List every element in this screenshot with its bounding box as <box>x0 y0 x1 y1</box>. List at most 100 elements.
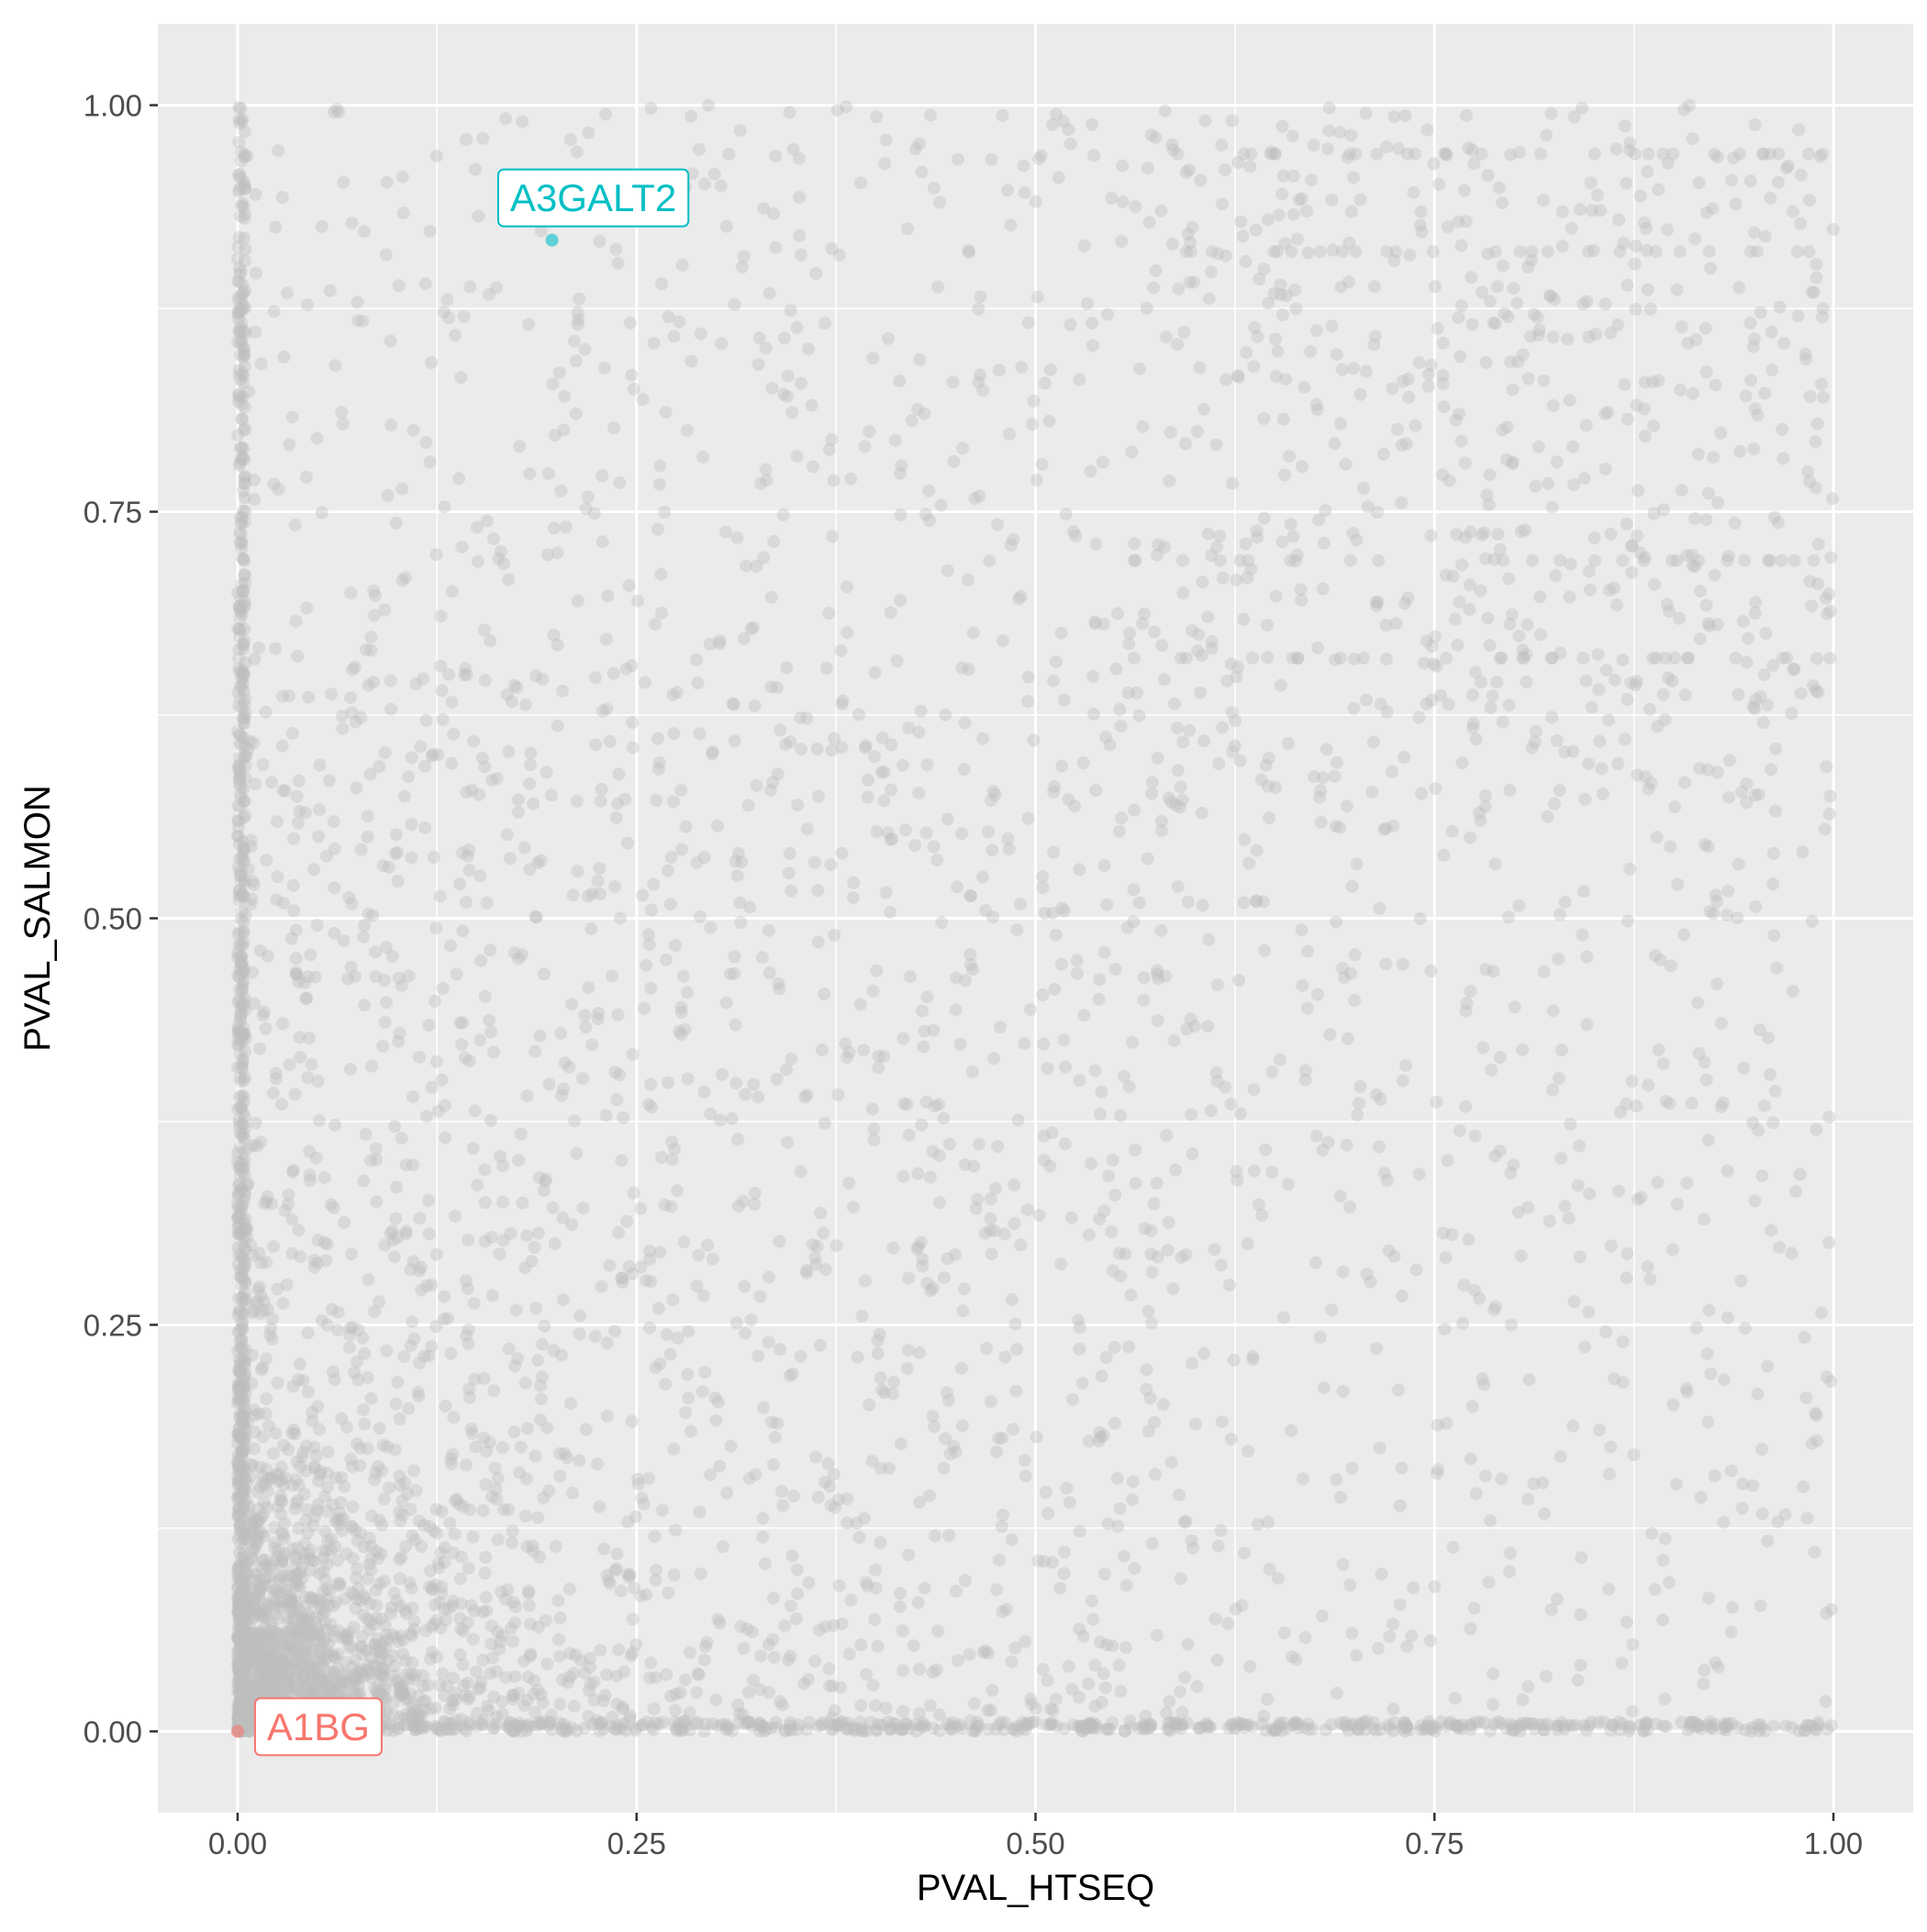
scatter-point <box>909 142 922 155</box>
scatter-point <box>1008 1178 1020 1191</box>
scatter-point <box>1397 958 1409 971</box>
scatter-point <box>364 768 377 781</box>
scatter-point <box>1146 1537 1159 1550</box>
scatter-point <box>955 827 968 840</box>
scatter-point <box>292 1373 305 1386</box>
scatter-point <box>1342 1033 1354 1045</box>
scatter-point <box>463 281 476 294</box>
scatter-point <box>1578 1341 1591 1354</box>
scatter-point <box>704 921 717 934</box>
scatter-point <box>287 879 300 892</box>
scatter-point <box>248 998 261 1011</box>
scatter-point <box>980 1342 993 1355</box>
scatter-point <box>1100 899 1113 911</box>
scatter-point <box>335 1496 348 1509</box>
scatter-point <box>1102 1169 1115 1182</box>
scatter-point <box>1189 1418 1202 1431</box>
scatter-point <box>301 298 314 311</box>
scatter-point <box>529 1045 541 1058</box>
scatter-point <box>696 1385 709 1398</box>
scatter-point <box>1053 171 1065 184</box>
scatter-point <box>787 1490 800 1502</box>
scatter-point <box>920 1096 933 1109</box>
scatter-point <box>1736 1502 1749 1514</box>
scatter-point <box>551 546 564 559</box>
scatter-point <box>1269 1724 1282 1737</box>
scatter-point <box>1626 1075 1639 1088</box>
scatter-point <box>1584 584 1597 597</box>
scatter-point <box>397 207 410 219</box>
scatter-point <box>351 1592 363 1605</box>
scatter-point <box>1017 160 1030 173</box>
scatter-point <box>462 1677 474 1690</box>
scatter-point <box>551 720 564 732</box>
scatter-point <box>924 1284 937 1297</box>
scatter-point <box>814 1339 827 1352</box>
scatter-point <box>731 1133 744 1145</box>
scatter-point <box>708 168 721 181</box>
scatter-point <box>823 1662 836 1675</box>
scatter-point <box>364 1154 377 1167</box>
scatter-point <box>1044 363 1057 376</box>
scatter-point <box>638 1002 651 1015</box>
scatter-point <box>993 1554 1006 1567</box>
scatter-point <box>1351 858 1364 871</box>
scatter-point <box>460 1458 473 1471</box>
scatter-point <box>784 106 796 119</box>
scatter-point <box>884 906 897 919</box>
scatter-point <box>1804 390 1817 403</box>
scatter-point <box>506 1536 518 1549</box>
scatter-point <box>1115 720 1128 732</box>
scatter-point <box>390 1181 403 1194</box>
scatter-point <box>353 1442 366 1455</box>
scatter-point <box>1065 1682 1078 1695</box>
scatter-point <box>231 1630 244 1643</box>
scatter-point <box>248 474 261 486</box>
scatter-point <box>239 1277 251 1290</box>
scatter-point <box>404 1577 417 1590</box>
scatter-point <box>1114 1110 1127 1122</box>
scatter-point <box>1700 207 1713 219</box>
scatter-point <box>682 1325 695 1338</box>
scatter-point <box>1343 1579 1356 1591</box>
scatter-point <box>419 714 432 727</box>
scatter-point <box>536 1338 549 1351</box>
scatter-point <box>956 1419 969 1432</box>
scatter-point <box>1800 1719 1813 1732</box>
scatter-point <box>467 1633 480 1646</box>
scatter-point <box>277 1297 290 1310</box>
scatter-point <box>497 557 510 570</box>
scatter-point <box>962 574 975 586</box>
scatter-point <box>430 1503 443 1516</box>
scatter-point <box>350 1571 362 1584</box>
scatter-point <box>1050 929 1063 942</box>
scatter-point <box>769 1431 782 1444</box>
scatter-point <box>730 531 743 544</box>
scatter-point <box>1599 463 1612 475</box>
scatter-point <box>529 1449 541 1462</box>
scatter-point <box>316 507 329 519</box>
scatter-point <box>612 767 625 780</box>
scatter-point <box>447 1671 460 1684</box>
scatter-point <box>383 1481 395 1494</box>
scatter-point <box>709 1693 722 1706</box>
scatter-point <box>716 1068 729 1081</box>
scatter-point <box>286 410 299 423</box>
scatter-point <box>1504 1547 1517 1559</box>
scatter-point <box>745 1313 758 1326</box>
scatter-point <box>1414 912 1427 925</box>
scatter-point <box>289 1088 302 1100</box>
scatter-point <box>1144 1247 1157 1260</box>
scatter-point <box>1085 465 1097 478</box>
scatter-point <box>684 1647 696 1659</box>
scatter-point <box>935 499 948 512</box>
scatter-point <box>1694 632 1707 645</box>
scatter-point <box>523 1599 536 1612</box>
scatter-point <box>739 1088 752 1100</box>
scatter-point <box>1038 1130 1051 1143</box>
scatter-point <box>906 415 919 428</box>
scatter-point <box>811 743 824 755</box>
scatter-point <box>302 1326 315 1339</box>
scatter-point <box>964 1714 977 1727</box>
scatter-point <box>435 609 448 622</box>
